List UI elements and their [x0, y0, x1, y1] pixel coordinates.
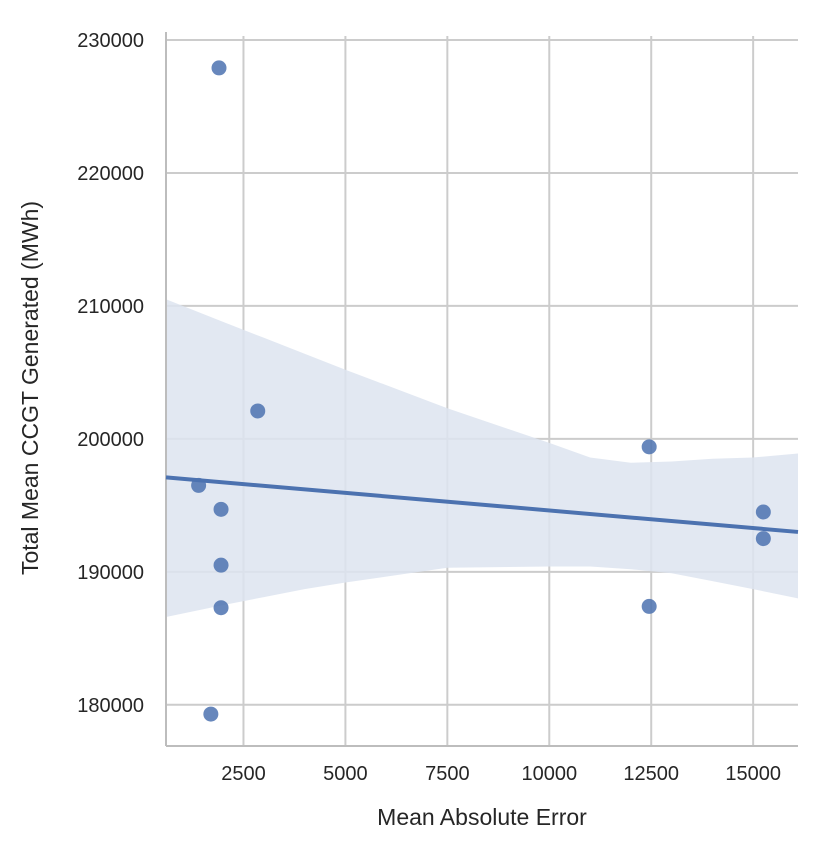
x-tick-label-4: 12500: [623, 763, 679, 785]
data-point-9: [755, 504, 771, 520]
data-point-4: [213, 557, 229, 573]
x-tick-label-3: 10000: [521, 763, 577, 785]
x-tick-labels: 2500 5000 7500 10000 12500 15000: [221, 763, 781, 785]
y-tick-label-1: 190000: [77, 562, 144, 584]
y-tick-label-5: 230000: [77, 30, 144, 52]
x-axis-title: Mean Absolute Error: [377, 804, 587, 830]
y-tick-labels: 180000 190000 200000 210000 220000 230000: [77, 30, 144, 717]
x-tick-label-5: 15000: [725, 763, 781, 785]
points-layer: [191, 60, 771, 722]
data-point-6: [203, 706, 219, 722]
x-tick-label-1: 5000: [323, 763, 368, 785]
data-point-5: [213, 600, 229, 616]
regression-line: [165, 475, 799, 534]
data-point-1: [250, 403, 266, 419]
data-point-10: [755, 531, 771, 547]
data-point-7: [641, 439, 657, 455]
axes: [165, 32, 798, 747]
y-tick-label-0: 180000: [77, 695, 144, 717]
y-tick-label-4: 220000: [77, 163, 144, 185]
data-point-0: [211, 60, 227, 76]
data-point-3: [213, 501, 229, 517]
data-point-2: [191, 477, 207, 493]
regression-line-layer: [165, 475, 799, 534]
x-tick-label-2: 7500: [425, 763, 470, 785]
y-tick-label-3: 210000: [77, 296, 144, 318]
y-tick-label-2: 200000: [77, 429, 144, 451]
confidence-band-layer: [166, 299, 798, 617]
y-axis-title: Total Mean CCGT Generated (MWh): [17, 201, 43, 575]
x-tick-label-0: 2500: [221, 763, 266, 785]
confidence-band: [166, 299, 798, 617]
data-point-8: [641, 598, 657, 614]
